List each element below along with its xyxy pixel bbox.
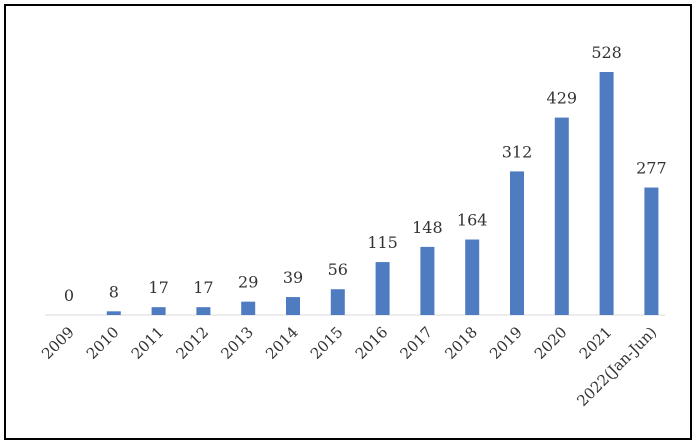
bar-2012	[196, 307, 211, 315]
data-label-2009: 0	[64, 286, 74, 305]
data-label-2018: 164	[457, 211, 488, 230]
bar-2021	[599, 72, 614, 315]
x-tick-label-2020: 2020	[531, 323, 571, 363]
x-tick-label-2016: 2016	[352, 323, 392, 363]
data-label-2013: 29	[238, 273, 258, 292]
bar-2013	[241, 301, 256, 315]
bar-2020	[554, 117, 569, 315]
bar-2010	[106, 311, 121, 315]
data-label-2021: 528	[591, 43, 622, 62]
data-label-2017: 148	[412, 218, 443, 237]
data-label-2022(Jan-Jun): 277	[636, 159, 667, 178]
x-tick-label-2021: 2021	[576, 323, 616, 363]
bar-2018	[465, 239, 480, 315]
bar-2014	[286, 297, 300, 315]
bar-2017	[420, 246, 435, 315]
x-tick-label-2011: 2011	[128, 323, 168, 363]
data-label-2016: 115	[367, 233, 398, 252]
data-label-2014: 39	[283, 268, 303, 287]
data-label-2015: 56	[328, 260, 348, 279]
data-label-2012: 17	[193, 278, 213, 297]
bar-2015	[330, 289, 345, 315]
bar-2022(Jan-Jun)	[644, 187, 659, 315]
chart-frame	[4, 4, 692, 440]
data-label-2011: 17	[148, 278, 168, 297]
bar-2019	[510, 171, 524, 315]
x-tick-label-2012: 2012	[172, 323, 212, 363]
x-tick-label-2018: 2018	[441, 323, 481, 363]
x-tick-label-2022(Jan-Jun): 2022(Jan-Jun)	[573, 323, 660, 410]
bar-2011	[151, 307, 166, 315]
data-label-2010: 8	[109, 282, 119, 301]
x-tick-label-2014: 2014	[262, 323, 302, 363]
x-tick-label-2009: 2009	[38, 323, 78, 363]
data-label-2019: 312	[502, 142, 533, 161]
x-tick-label-2017: 2017	[396, 323, 436, 363]
x-tick-label-2013: 2013	[217, 323, 257, 363]
x-tick-label-2019: 2019	[486, 323, 526, 363]
bar-2016	[375, 262, 390, 315]
x-tick-label-2010: 2010	[83, 323, 123, 363]
x-tick-label-2015: 2015	[307, 323, 347, 363]
data-label-2020: 429	[547, 89, 578, 108]
